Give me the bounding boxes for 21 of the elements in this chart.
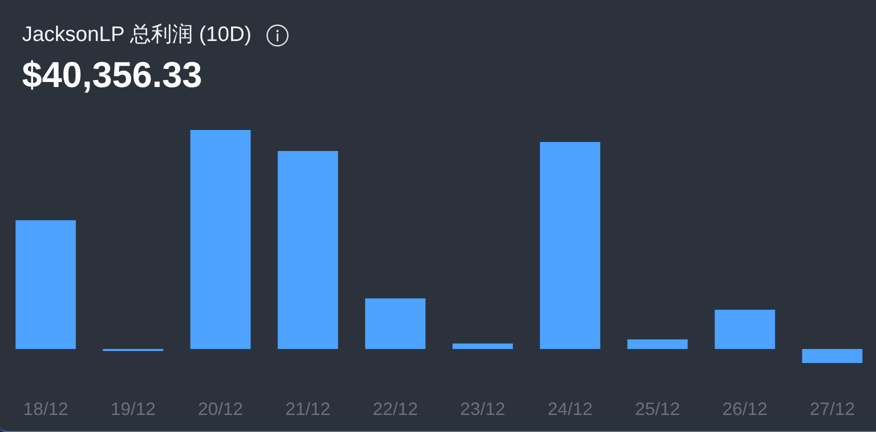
bar (278, 151, 338, 349)
x-tick-label: 19/12 (110, 398, 156, 419)
bar (627, 339, 688, 349)
x-tick-label: 18/12 (23, 398, 68, 419)
x-tick-label: 21/12 (285, 398, 330, 419)
x-tick-label: 25/12 (634, 398, 680, 419)
bar (365, 298, 426, 349)
x-tick-label: 26/12 (722, 398, 768, 419)
x-tick-label: 23/12 (460, 398, 506, 419)
chart-subtitle: $40,356.33 (22, 54, 202, 96)
bar (190, 130, 251, 349)
x-tick-label: 20/12 (198, 398, 244, 419)
bar (802, 348, 862, 363)
bar (452, 344, 513, 349)
bar (540, 142, 600, 349)
x-tick-label: 22/12 (372, 398, 418, 419)
x-tick-label: 24/12 (548, 398, 593, 419)
bar (714, 310, 776, 349)
bar (16, 220, 76, 349)
chart-title: JacksonLP 总利润 (10D) (22, 22, 252, 48)
x-tick-label: 27/12 (810, 398, 855, 419)
